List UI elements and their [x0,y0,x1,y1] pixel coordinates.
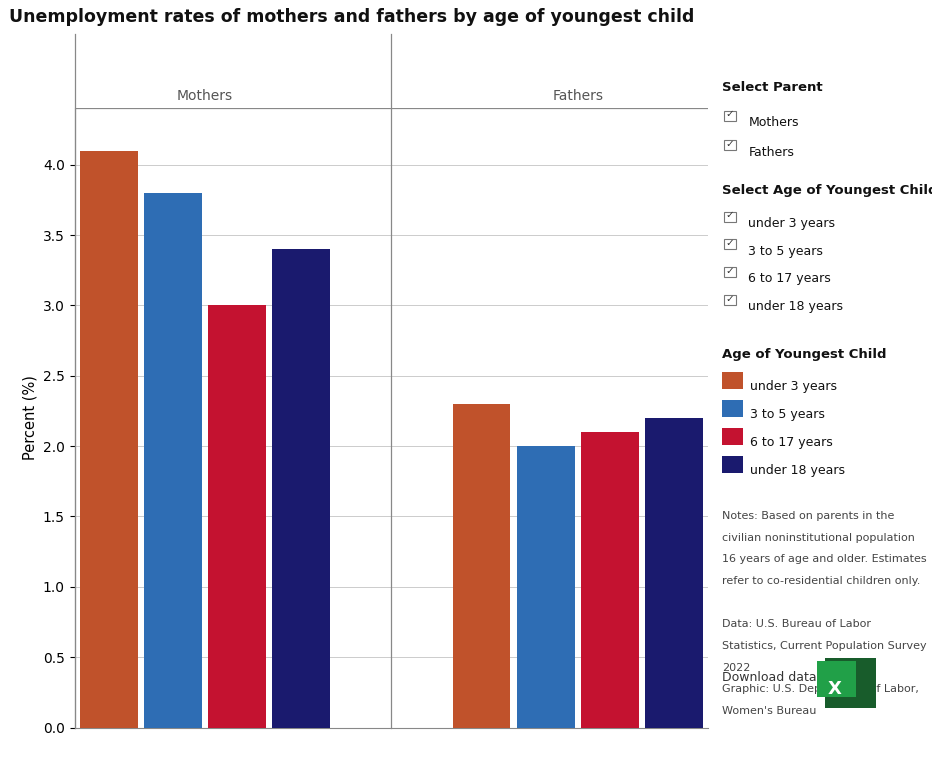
Text: Data: U.S. Bureau of Labor: Data: U.S. Bureau of Labor [722,619,871,629]
Text: ✓: ✓ [725,293,733,303]
Text: 3 to 5 years: 3 to 5 years [750,408,825,421]
Text: 3 to 5 years: 3 to 5 years [748,245,823,258]
Text: civilian noninstitutional population: civilian noninstitutional population [722,533,915,543]
Text: X: X [828,680,842,698]
Text: Fathers: Fathers [553,89,603,103]
Bar [209,306,266,728]
Text: ✓: ✓ [725,109,733,119]
Text: under 18 years: under 18 years [748,300,843,313]
Text: ✓: ✓ [725,210,733,220]
Text: Statistics, Current Population Survey: Statistics, Current Population Survey [722,641,927,651]
Text: Graphic: U.S. Department of Labor,: Graphic: U.S. Department of Labor, [722,684,919,694]
Bar [581,432,638,728]
Bar [517,446,574,728]
Text: under 3 years: under 3 years [750,380,837,393]
Text: ✓: ✓ [725,238,733,248]
Bar [80,151,138,728]
Text: Download data: Download data [722,671,817,683]
Text: 16 years of age and older. Estimates: 16 years of age and older. Estimates [722,554,927,564]
Text: ✓: ✓ [725,139,733,149]
Text: Fathers: Fathers [748,146,794,159]
Text: Select Age of Youngest Child: Select Age of Youngest Child [722,184,932,197]
Text: Mothers: Mothers [177,89,233,103]
Text: 6 to 17 years: 6 to 17 years [750,436,833,449]
Y-axis label: Percent (%): Percent (%) [22,375,37,461]
Text: under 3 years: under 3 years [748,217,835,230]
Text: Notes: Based on parents in the: Notes: Based on parents in the [722,511,895,521]
Text: Select Parent: Select Parent [722,81,823,94]
Bar [144,193,202,728]
Bar [645,418,703,728]
Text: ✓: ✓ [725,265,733,276]
Text: 6 to 17 years: 6 to 17 years [748,272,831,286]
Text: refer to co-residential children only.: refer to co-residential children only. [722,576,921,586]
Text: Unemployment rates of mothers and fathers by age of youngest child: Unemployment rates of mothers and father… [9,8,694,26]
Text: Women's Bureau: Women's Bureau [722,706,816,716]
Bar [453,404,511,728]
Bar [272,249,330,728]
Text: Mothers: Mothers [748,116,799,129]
Text: under 18 years: under 18 years [750,464,845,477]
Text: Age of Youngest Child: Age of Youngest Child [722,348,887,361]
Text: 2022: 2022 [722,663,750,673]
